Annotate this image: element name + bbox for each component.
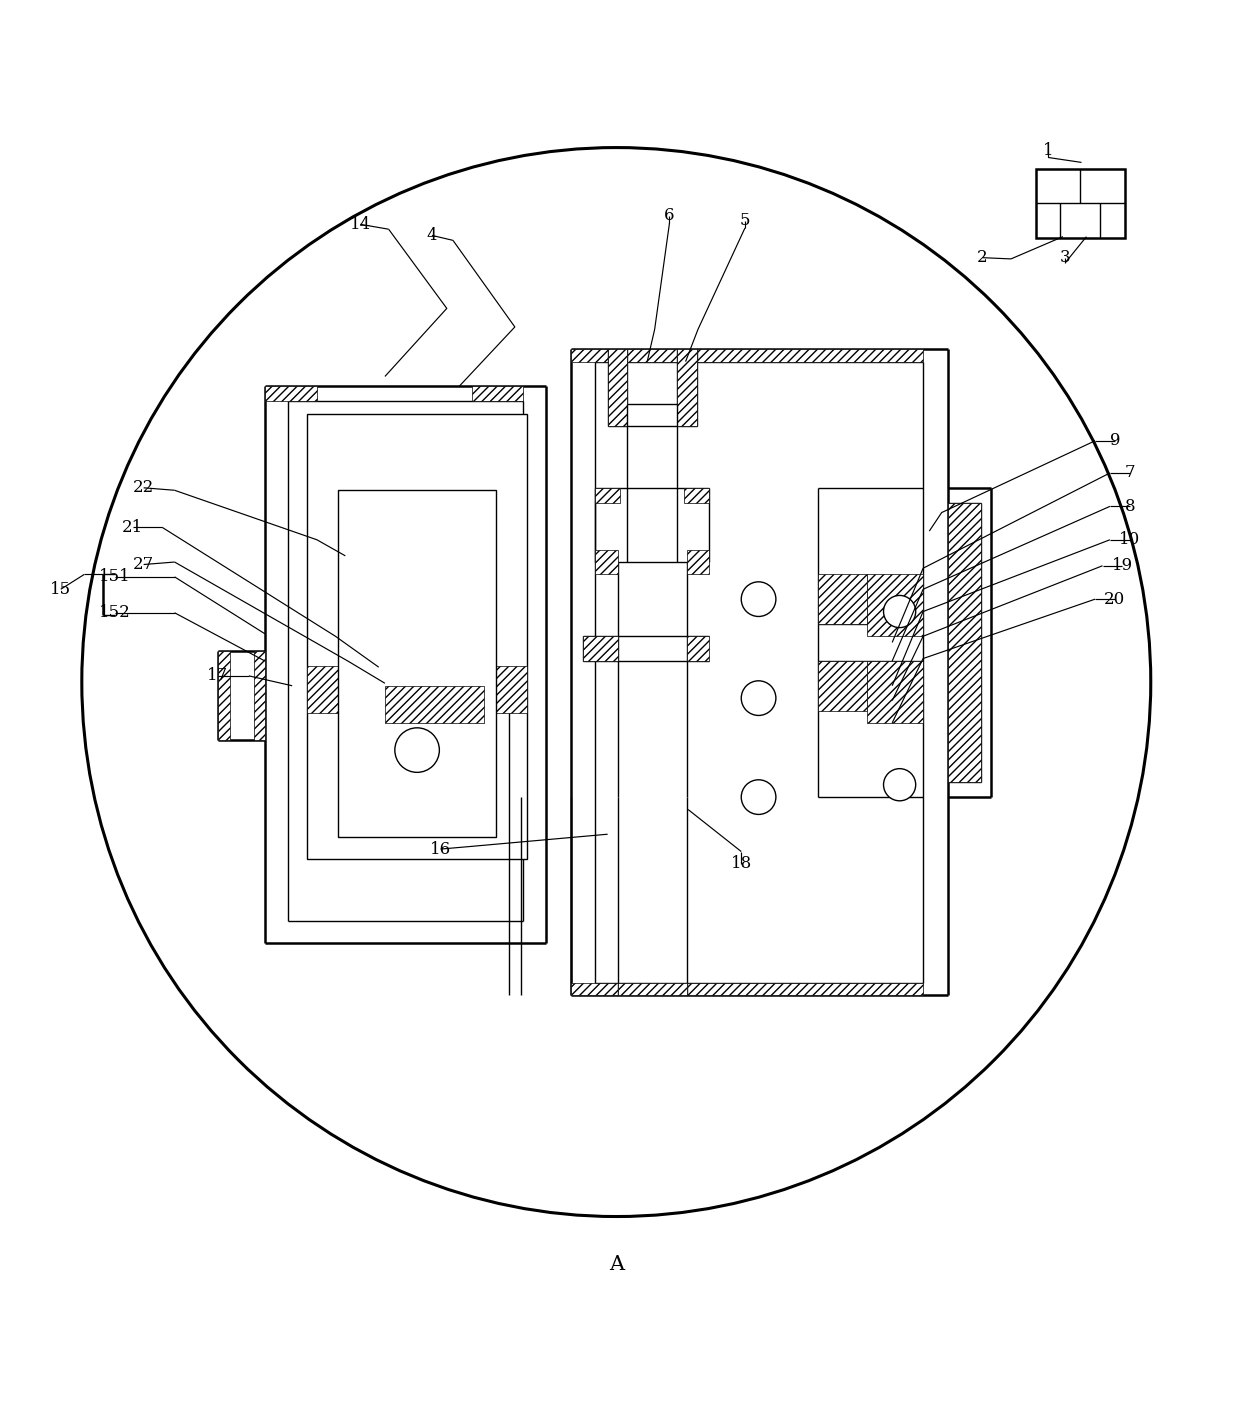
Text: 2: 2: [977, 249, 988, 266]
Bar: [308, 666, 527, 713]
Text: 14: 14: [350, 216, 371, 233]
Bar: [570, 350, 923, 361]
Text: 6: 6: [665, 207, 675, 225]
Bar: [947, 503, 981, 782]
Text: 3: 3: [1060, 249, 1070, 266]
Bar: [687, 550, 709, 574]
Bar: [218, 651, 231, 740]
Bar: [583, 637, 618, 661]
Bar: [818, 661, 868, 710]
Text: 21: 21: [122, 519, 143, 536]
Circle shape: [394, 728, 439, 773]
Circle shape: [742, 681, 776, 715]
Text: 152: 152: [99, 604, 131, 621]
Bar: [384, 686, 484, 723]
Bar: [868, 574, 923, 637]
Circle shape: [884, 769, 915, 801]
Bar: [595, 487, 620, 503]
Bar: [339, 490, 496, 837]
Bar: [308, 414, 527, 858]
Text: 17: 17: [207, 668, 228, 685]
Text: 7: 7: [1125, 465, 1135, 482]
Bar: [818, 574, 868, 624]
Text: 22: 22: [133, 479, 154, 496]
Text: 10: 10: [1120, 531, 1141, 549]
Circle shape: [82, 148, 1151, 1216]
Circle shape: [742, 780, 776, 814]
Text: A: A: [609, 1255, 624, 1275]
Text: 4: 4: [427, 227, 438, 244]
Text: 9: 9: [1110, 432, 1120, 449]
Bar: [1035, 169, 1125, 237]
Text: 19: 19: [1112, 557, 1133, 574]
Text: 8: 8: [1125, 497, 1135, 514]
Bar: [595, 550, 618, 574]
Text: 20: 20: [1105, 591, 1126, 608]
Bar: [687, 637, 709, 661]
Text: 18: 18: [730, 855, 751, 872]
Bar: [608, 350, 627, 426]
Text: 151: 151: [99, 568, 131, 585]
Circle shape: [884, 595, 915, 628]
Text: 27: 27: [133, 556, 154, 573]
Bar: [868, 661, 923, 723]
Text: 16: 16: [430, 841, 451, 857]
Bar: [677, 350, 697, 426]
Text: 5: 5: [740, 212, 750, 229]
Bar: [684, 487, 709, 503]
Bar: [570, 983, 923, 995]
Text: 15: 15: [50, 581, 72, 598]
Bar: [265, 387, 317, 401]
Bar: [618, 983, 687, 995]
Bar: [254, 651, 265, 740]
Bar: [471, 387, 523, 401]
Text: 1: 1: [1043, 142, 1054, 159]
Circle shape: [742, 581, 776, 617]
